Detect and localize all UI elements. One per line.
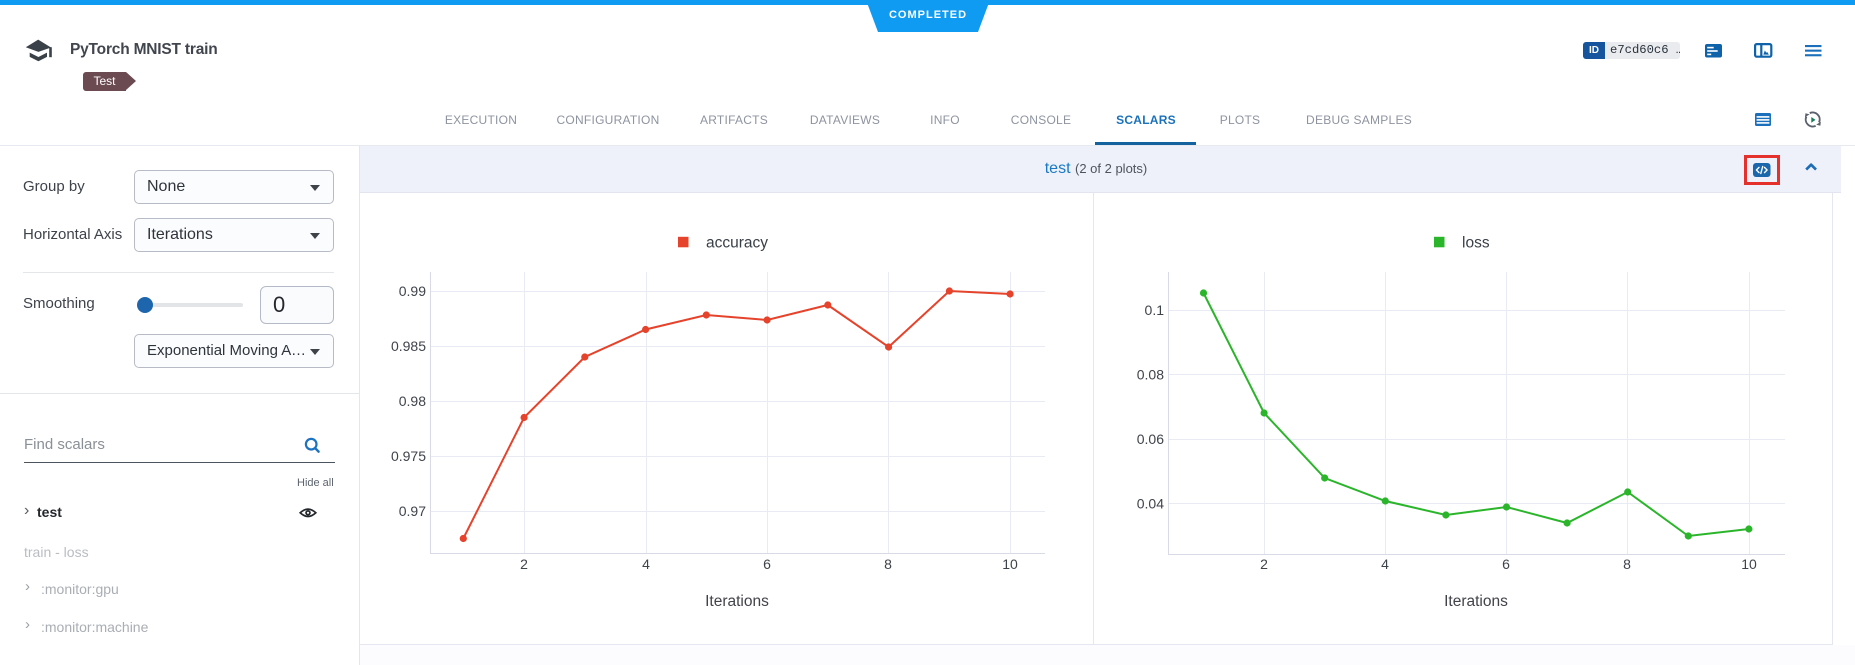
svg-text:4: 4	[1381, 556, 1389, 572]
svg-text:6: 6	[763, 556, 771, 572]
svg-text:0.975: 0.975	[391, 448, 426, 464]
svg-text:0.04: 0.04	[1137, 496, 1164, 512]
svg-text:4: 4	[642, 556, 650, 572]
svg-text:0.99: 0.99	[399, 283, 426, 299]
svg-text:0.97: 0.97	[399, 503, 426, 519]
svg-text:Iterations: Iterations	[1444, 593, 1508, 610]
svg-text:accuracy: accuracy	[706, 235, 768, 252]
svg-text:10: 10	[1002, 556, 1018, 572]
svg-text:6: 6	[1502, 556, 1510, 572]
svg-text:0.98: 0.98	[399, 393, 426, 409]
svg-text:loss: loss	[1462, 235, 1490, 252]
svg-text:0.985: 0.985	[391, 338, 426, 354]
svg-text:8: 8	[1623, 556, 1631, 572]
svg-text:2: 2	[520, 556, 528, 572]
svg-text:0.08: 0.08	[1137, 367, 1164, 383]
svg-text:8: 8	[884, 556, 892, 572]
svg-text:10: 10	[1741, 556, 1757, 572]
svg-text:Iterations: Iterations	[705, 593, 769, 610]
svg-text:0.06: 0.06	[1137, 431, 1164, 447]
svg-text:2: 2	[1260, 556, 1268, 572]
svg-text:0.1: 0.1	[1145, 302, 1165, 318]
